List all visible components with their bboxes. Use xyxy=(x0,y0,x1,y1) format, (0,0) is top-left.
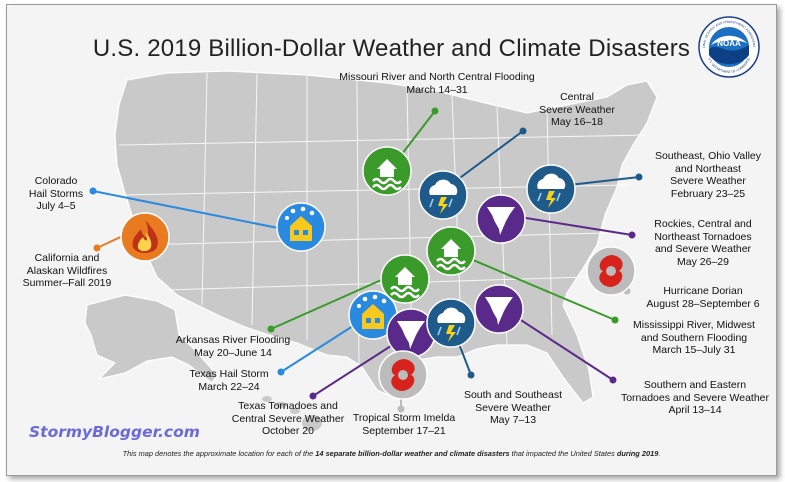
event-label-southern-eastern-tornadoes: Southern and Eastern Tornadoes and Sever… xyxy=(620,379,770,416)
tornado-icon xyxy=(485,297,513,325)
event-label-colorado-hail-storms: Colorado Hail Storms July 4–5 xyxy=(28,175,84,212)
footnote-prefix: This map denotes the approximate locatio… xyxy=(122,449,316,458)
marker-texas-tornadoes[interactable] xyxy=(386,308,436,358)
event-label-missouri-flooding: Missouri River and North Central Floodin… xyxy=(339,71,535,96)
event-label-california-wildfires: California and Alaskan Wildfires Summer–… xyxy=(22,252,112,289)
footnote: This map denotes the approximate locatio… xyxy=(7,449,776,458)
fire-icon xyxy=(132,220,158,253)
event-label-rockies-tornadoes: Rockies, Central and Northeast Tornadoes… xyxy=(654,218,752,268)
storm-icon xyxy=(437,307,466,342)
event-label-mississippi-flooding: Mississippi River, Midwest and Southern … xyxy=(633,319,755,356)
flood-icon xyxy=(390,267,420,299)
footnote-bold-year: during 2019 xyxy=(616,449,659,458)
marker-arkansas-river-flooding[interactable] xyxy=(380,254,430,304)
event-label-arkansas-river-flooding: Arkansas River Flooding May 20–June 14 xyxy=(175,334,291,359)
event-label-south-southeast-severe-weather: South and Southeast Severe Weather May 7… xyxy=(463,389,563,426)
us-map xyxy=(84,70,658,431)
marker-southern-eastern-tornadoes[interactable] xyxy=(474,284,524,334)
marker-tropical-storm-imelda[interactable] xyxy=(378,350,428,400)
marker-colorado-hail-storms[interactable] xyxy=(276,202,326,252)
marker-mississippi-flooding[interactable] xyxy=(426,226,476,276)
map-title: U.S. 2019 Billion-Dollar Weather and Cli… xyxy=(92,35,691,62)
map-frame: U.S. 2019 Billion-Dollar Weather and Cli… xyxy=(6,4,777,476)
footnote-bold-count: 14 separate billion-dollar weather and c… xyxy=(315,449,510,458)
marker-california-wildfires[interactable] xyxy=(120,212,170,262)
connector-dots xyxy=(89,107,643,413)
noaa-logo-text: NOAA xyxy=(717,39,741,48)
hurricane-icon xyxy=(599,255,623,287)
storm-icon xyxy=(537,173,566,208)
event-label-southeast-ohio-valley-severe-weather: Southeast, Ohio Valley and Northeast Sev… xyxy=(654,150,762,200)
noaa-logo: NOAA NATIONAL OCEANIC AND ATMOSPHERIC AD… xyxy=(697,15,760,78)
event-label-texas-tornadoes: Texas Tornadoes and Central Severe Weath… xyxy=(231,400,345,437)
storm-icon xyxy=(429,179,458,214)
hawaii-shape xyxy=(262,396,322,431)
footnote-middle: that impacted the United States xyxy=(509,449,617,458)
marker-southeast-ohio-valley-severe-weather[interactable] xyxy=(526,164,576,214)
footnote-suffix: . xyxy=(658,449,661,458)
event-label-central-severe-weather: Central Severe Weather May 16–18 xyxy=(539,91,615,128)
event-label-texas-hail-storm: Texas Hail Storm March 22–24 xyxy=(189,368,269,393)
marker-missouri-flooding[interactable] xyxy=(362,146,412,196)
event-label-tropical-storm-imelda: Tropical Storm Imelda September 17–21 xyxy=(352,412,456,437)
tornado-icon xyxy=(487,207,515,235)
event-label-hurricane-dorian: Hurricane Dorian August 28–September 6 xyxy=(646,285,760,310)
flood-icon xyxy=(372,159,402,191)
marker-hurricane-dorian[interactable] xyxy=(586,246,636,296)
watermark: StormyBlogger.com xyxy=(29,423,200,441)
marker-south-southeast-severe-weather[interactable] xyxy=(426,298,476,348)
hail-icon xyxy=(285,206,315,241)
hurricane-icon xyxy=(391,359,415,391)
hail-icon xyxy=(357,294,387,329)
tornado-icon xyxy=(397,321,425,349)
marker-rockies-central-northeast-tornadoes[interactable] xyxy=(476,194,526,244)
flood-icon xyxy=(436,239,466,271)
alaska-shape xyxy=(84,294,218,384)
marker-central-severe-weather[interactable] xyxy=(418,170,468,220)
